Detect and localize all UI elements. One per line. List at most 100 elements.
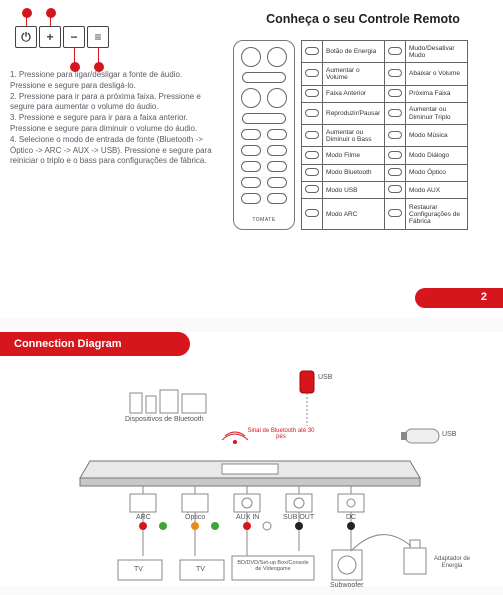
remote-prev-icon [241,88,261,108]
mode-label: Aumentar o Volume [323,63,385,85]
label-bt-devices: Dispositivos de Bluetooth [125,416,204,423]
table-row: Reproduzir/Pausar Aumentar ou Diminuir Tr… [302,102,468,124]
mode-label: Modo Bluetooth [323,164,385,181]
minus-button[interactable]: − [63,26,85,48]
mode-icon [305,151,319,159]
label-dc: DC [346,514,356,521]
table-row: Modo USB Modo AUX [302,182,468,199]
mode-label: Modo AUX [406,182,468,199]
remote-section: Conheça o seu Controle Remoto TOMATE Bot… [233,8,493,230]
instr-3: 3. Pressione e segure para ir para a fai… [10,113,216,135]
label-usb-side: USB [442,431,456,438]
mode-icon-cell [385,63,406,85]
mode-label: Abaixar o Volume [406,63,468,85]
mode-icon-cell [302,182,323,199]
instr-2: 2. Pressione para ir para a próxima faix… [10,92,216,114]
instr-4: 4. Selecione o modo de entrada de fonte … [10,135,216,167]
mode-icon-cell [302,199,323,230]
label-adapter: Adaptador de Energia [430,556,474,569]
mode-icon [305,69,319,77]
marker-3 [70,62,80,72]
table-row: Aumentar ou Diminuir o BassModo Música [302,125,468,147]
mode-label: Faixa Anterior [323,85,385,102]
remote-power-icon [241,47,261,67]
plus-button[interactable]: + [39,26,61,48]
page-number: 2 [481,291,487,303]
mode-label: Aumentar ou Diminuir Triplo [406,102,468,124]
remote-btn-i [241,193,261,204]
mode-icon-cell [385,164,406,181]
marker-4-line [98,48,99,64]
mode-icon [305,109,319,117]
table-row: Modo Bluetooth Modo Óptico [302,164,468,181]
mode-icon-cell [302,63,323,85]
marker-2 [46,8,56,18]
remote-illustration: TOMATE [233,40,295,230]
mode-icon-cell [302,102,323,124]
remote-mute-icon [267,47,287,67]
mode-icon-cell [302,125,323,147]
connection-diagram: USB USB Dispositivos de Bluetooth Sinal … [10,366,493,586]
mode-icon-cell [302,41,323,63]
label-tv2: TV [196,566,205,573]
mode-label: Modo USB [323,182,385,199]
mode-icon [305,89,319,97]
label-optico: Óptico [185,514,205,521]
button-row-wrap: ⏻ + − ≡ [10,8,220,70]
label-console: BD/DVD/Set-up Box/Console de Videogame [236,560,310,572]
mode-icon [305,168,319,176]
remote-btn-d [267,145,287,156]
mode-icon [388,47,402,55]
page-title: Conheça o seu Controle Remoto [233,12,493,26]
remote-btn-g [241,177,261,188]
mode-icon [305,185,319,193]
panel-buttons-block: ⏻ + − ≡ 1. Pressione para ligar/desligar… [10,8,220,167]
instructions-block: 1. Pressione para ligar/desligar a fonte… [10,70,220,167]
power-button[interactable]: ⏻ [15,26,37,48]
mode-icon [305,47,319,55]
remote-next-icon [267,88,287,108]
remote-and-table: TOMATE Botão de EnergiaMudo/Desativar Mu… [233,40,493,230]
label-arc: ARC [136,514,151,521]
modes-table: Botão de EnergiaMudo/Desativar MudoAumen… [301,40,468,230]
mode-icon [388,168,402,176]
marker-1 [22,8,32,18]
mode-icon [388,69,402,77]
mode-icon-cell [385,125,406,147]
remote-btn-f [267,161,287,172]
remote-btn-b [267,129,287,140]
label-tv: TV [134,566,143,573]
remote-voldown-icon [242,113,286,124]
page-remote: ⏻ + − ≡ 1. Pressione para ligar/desligar… [0,0,503,318]
device-button-row: ⏻ + − ≡ [15,26,220,48]
remote-btn-j [267,193,287,204]
marker-1-line [26,16,27,26]
mode-icon-cell [385,41,406,63]
mode-label: Modo Filme [323,147,385,164]
remote-btn-c [241,145,261,156]
mode-icon [305,131,319,139]
mode-label: Reproduzir/Pausar [323,102,385,124]
section-header: Connection Diagram [0,332,190,356]
mode-icon [305,209,319,217]
table-row: Modo Filme Modo Diálogo [302,147,468,164]
label-usb-top: USB [318,374,332,381]
mode-icon-cell [385,182,406,199]
mode-label: Restaurar Configurações de Fábrica [406,199,468,230]
mode-icon-cell [385,102,406,124]
source-button[interactable]: ≡ [87,26,109,48]
mode-icon [388,109,402,117]
instr-1: 1. Pressione para ligar/desligar a fonte… [10,70,216,92]
mode-icon [388,209,402,217]
table-row: Faixa Anterior Próxima Faixa [302,85,468,102]
mode-label: Modo Óptico [406,164,468,181]
mode-label: Próxima Faixa [406,85,468,102]
mode-icon [388,89,402,97]
label-subwoofer: Subwoofer [330,582,363,589]
marker-3-line [74,48,75,64]
diagram-svg [10,366,493,586]
mode-label: Modo Música [406,125,468,147]
mode-label: Modo Diálogo [406,147,468,164]
mode-icon [388,151,402,159]
remote-btn-a [241,129,261,140]
